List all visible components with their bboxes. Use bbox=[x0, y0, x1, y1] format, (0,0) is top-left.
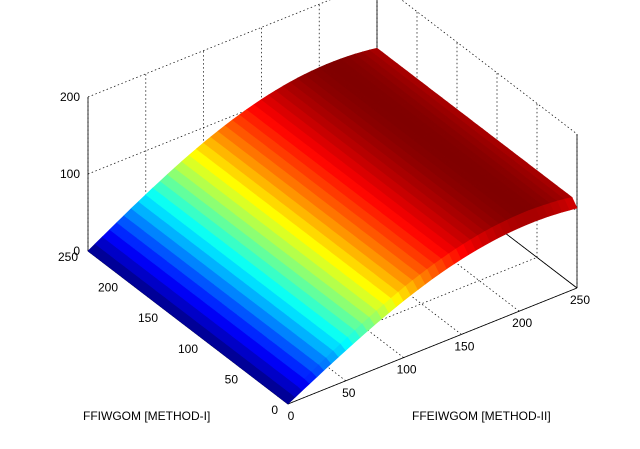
x-tick-label: 100 bbox=[178, 342, 198, 356]
y-axis-line bbox=[287, 287, 578, 405]
y-tick-label: 250 bbox=[570, 293, 590, 307]
x-tick-label: 200 bbox=[98, 281, 118, 295]
z-tick-label: 200 bbox=[60, 90, 80, 104]
x-tick-label: 250 bbox=[58, 250, 78, 264]
y-tick-label: 0 bbox=[288, 409, 295, 423]
y-tick-label: 200 bbox=[512, 316, 532, 330]
y-tick-label: 150 bbox=[454, 339, 474, 353]
z-tick-label: 100 bbox=[60, 167, 80, 181]
x-tick-label: 0 bbox=[271, 403, 278, 417]
x-axis-label: FFIWGOM [METHOD-I] bbox=[83, 409, 210, 423]
surface-patch bbox=[564, 197, 578, 211]
x-tick-label: 50 bbox=[225, 372, 239, 386]
z-tick-label: 0 bbox=[73, 244, 80, 258]
y-tick-label: 50 bbox=[342, 386, 356, 400]
x-tick-label: 150 bbox=[138, 311, 158, 325]
y-tick-label: 100 bbox=[397, 363, 417, 377]
surface bbox=[87, 47, 578, 405]
y-axis-label: FFEIWGOM [METHOD-II] bbox=[412, 409, 551, 423]
